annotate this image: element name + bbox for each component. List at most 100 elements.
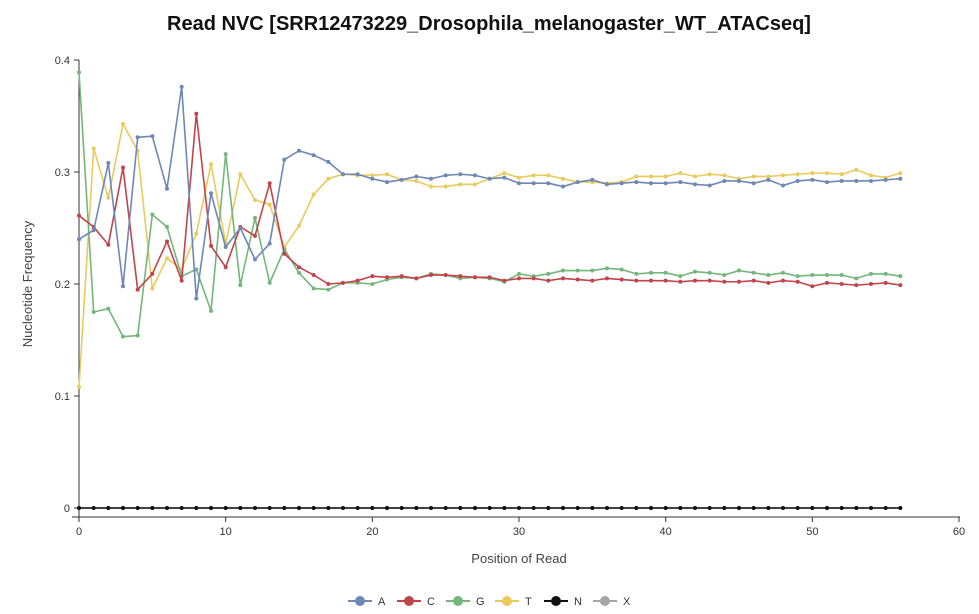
data-point-t — [531, 173, 536, 178]
legend-swatch-marker — [551, 596, 561, 606]
data-point-n — [150, 506, 155, 510]
data-point-n — [854, 506, 859, 510]
legend-item-a[interactable]: A — [348, 596, 386, 608]
data-point-g — [781, 270, 785, 275]
data-point-c — [385, 275, 389, 280]
data-point-c — [751, 278, 756, 283]
data-point-g — [869, 271, 873, 276]
data-point-c — [605, 276, 609, 281]
data-point-n — [663, 506, 668, 510]
data-point-a — [267, 241, 272, 246]
data-point-c — [77, 213, 81, 218]
legend-label: N — [574, 596, 582, 608]
data-point-n — [781, 506, 785, 510]
data-point-g — [810, 273, 815, 278]
data-point-n — [385, 506, 389, 510]
data-point-c — [121, 165, 125, 170]
legend-item-c[interactable]: C — [397, 596, 435, 608]
data-point-c — [165, 239, 169, 244]
data-point-t — [722, 173, 727, 178]
data-point-c — [282, 251, 287, 256]
data-point-a — [605, 182, 609, 187]
data-point-n — [546, 506, 551, 510]
data-point-n — [429, 506, 433, 510]
data-point-n — [722, 506, 727, 510]
data-point-g — [194, 267, 199, 272]
data-point-n — [737, 506, 741, 510]
data-point-c — [795, 279, 800, 284]
legend-swatch-marker — [355, 596, 365, 606]
data-point-n — [605, 506, 609, 510]
series-a — [77, 84, 903, 301]
data-point-a — [253, 257, 257, 262]
y-axis-label: Nucleotide Frequency — [20, 220, 35, 347]
data-point-a — [399, 177, 404, 182]
data-point-t — [326, 176, 331, 181]
data-point-n — [810, 506, 815, 510]
data-point-a — [825, 180, 829, 185]
data-point-a — [619, 181, 624, 186]
data-point-n — [194, 506, 199, 510]
data-point-g — [238, 283, 243, 288]
data-point-c — [414, 276, 419, 281]
data-point-a — [165, 186, 169, 191]
data-point-a — [810, 177, 815, 182]
data-point-g — [370, 282, 375, 286]
data-point-a — [458, 172, 463, 177]
data-point-t — [707, 172, 712, 177]
data-point-c — [355, 278, 360, 283]
series-t — [77, 121, 903, 390]
data-point-a — [150, 134, 155, 139]
data-point-c — [693, 278, 697, 283]
data-point-t — [502, 171, 507, 176]
data-point-g — [795, 274, 800, 279]
data-point-c — [590, 278, 595, 283]
legend-label: X — [623, 596, 631, 608]
data-point-a — [546, 181, 551, 186]
legend-item-t[interactable]: T — [495, 596, 532, 608]
data-point-a — [869, 178, 873, 183]
legend-item-n[interactable]: N — [544, 596, 582, 608]
data-point-n — [91, 506, 96, 510]
y-tick-label: 0.4 — [55, 55, 70, 67]
data-point-n — [121, 506, 125, 510]
data-point-c — [429, 273, 433, 278]
data-point-t — [517, 175, 521, 180]
data-point-c — [766, 280, 771, 285]
data-point-a — [370, 176, 375, 181]
data-point-t — [634, 174, 639, 179]
legend-swatch-marker — [453, 596, 463, 606]
data-point-t — [751, 174, 756, 179]
data-point-g — [561, 268, 565, 273]
data-point-a — [502, 175, 507, 180]
legend-label: A — [378, 596, 386, 608]
data-point-n — [209, 506, 213, 510]
data-point-t — [253, 198, 257, 202]
data-point-a — [135, 135, 140, 140]
x-tick-label: 30 — [513, 526, 525, 538]
data-point-n — [414, 506, 419, 510]
legend-item-x[interactable]: X — [593, 596, 631, 608]
data-point-a — [531, 181, 536, 186]
data-point-c — [854, 283, 859, 288]
data-point-g — [898, 274, 903, 279]
data-point-t — [854, 167, 859, 172]
data-point-a — [238, 226, 243, 230]
data-point-t — [458, 182, 463, 187]
data-point-n — [693, 506, 697, 510]
x-axis-label: Position of Read — [471, 551, 566, 566]
x-tick-label: 20 — [366, 526, 378, 538]
data-point-c — [810, 284, 815, 289]
data-point-a — [106, 161, 111, 166]
data-point-t — [825, 171, 829, 176]
legend-item-g[interactable]: G — [446, 596, 485, 608]
data-point-t — [869, 173, 873, 178]
data-point-a — [839, 178, 844, 183]
data-point-n — [135, 506, 140, 510]
data-point-c — [297, 265, 301, 270]
data-point-t — [311, 192, 316, 197]
data-point-a — [223, 245, 228, 250]
data-point-c — [634, 278, 639, 283]
